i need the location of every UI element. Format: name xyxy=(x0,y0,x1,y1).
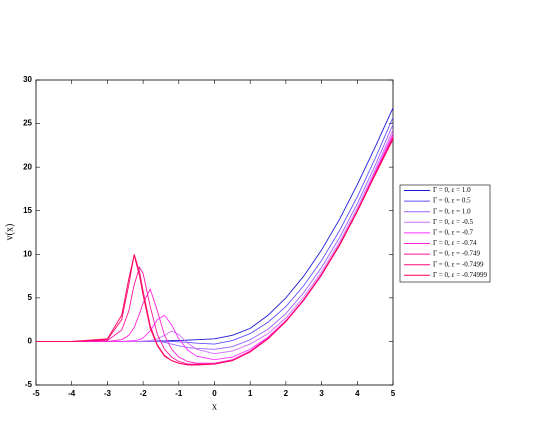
x-tick-label: -4 xyxy=(68,389,76,398)
legend-label: Γ = 0, ε = -0.7499 xyxy=(433,260,484,268)
series-line xyxy=(36,139,394,366)
legend-label: Γ = 0, ε = -0.74999 xyxy=(433,271,487,279)
x-tick-label: 1 xyxy=(248,389,253,398)
legend-label: Γ = 0, ε = -0.5 xyxy=(433,218,473,226)
legend-label: Γ = 0, ε = -0.749 xyxy=(433,250,480,258)
x-tick-label: -3 xyxy=(104,389,112,398)
x-tick-label: -1 xyxy=(175,389,183,398)
y-axis-label: v(x) xyxy=(4,224,15,241)
legend-label: Γ = 0, ε = 0.5 xyxy=(433,197,471,205)
y-tick-label: 20 xyxy=(23,162,32,171)
y-tick-label: 5 xyxy=(28,293,33,302)
y-tick-label: 0 xyxy=(28,337,33,346)
legend-label: Γ = 0, ε = 1.0 xyxy=(433,186,471,194)
y-tick-label: 25 xyxy=(23,119,32,128)
plot-frame xyxy=(35,79,394,386)
x-tick-label: -2 xyxy=(140,389,148,398)
series-line xyxy=(36,129,394,355)
y-tick-label: 30 xyxy=(23,75,32,84)
legend-label: Γ = 0, ε = -0.7 xyxy=(433,229,473,237)
legend-label: Γ = 0, ε = 1.0 xyxy=(433,207,471,215)
y-tick-label: 10 xyxy=(23,249,32,258)
legend-label: Γ = 0, ε = -0.74 xyxy=(433,239,477,247)
x-tick-label: 3 xyxy=(319,389,324,398)
x-tick-label: 2 xyxy=(284,389,289,398)
y-tick-label: 15 xyxy=(23,206,32,215)
y-tick-label: -5 xyxy=(25,380,33,389)
series-line xyxy=(36,135,394,364)
x-tick-label: 0 xyxy=(212,389,217,398)
x-tick-label: -5 xyxy=(32,389,40,398)
x-tick-label: 5 xyxy=(391,389,396,398)
x-axis-label: x xyxy=(212,401,217,412)
x-tick-label: 4 xyxy=(355,389,360,398)
